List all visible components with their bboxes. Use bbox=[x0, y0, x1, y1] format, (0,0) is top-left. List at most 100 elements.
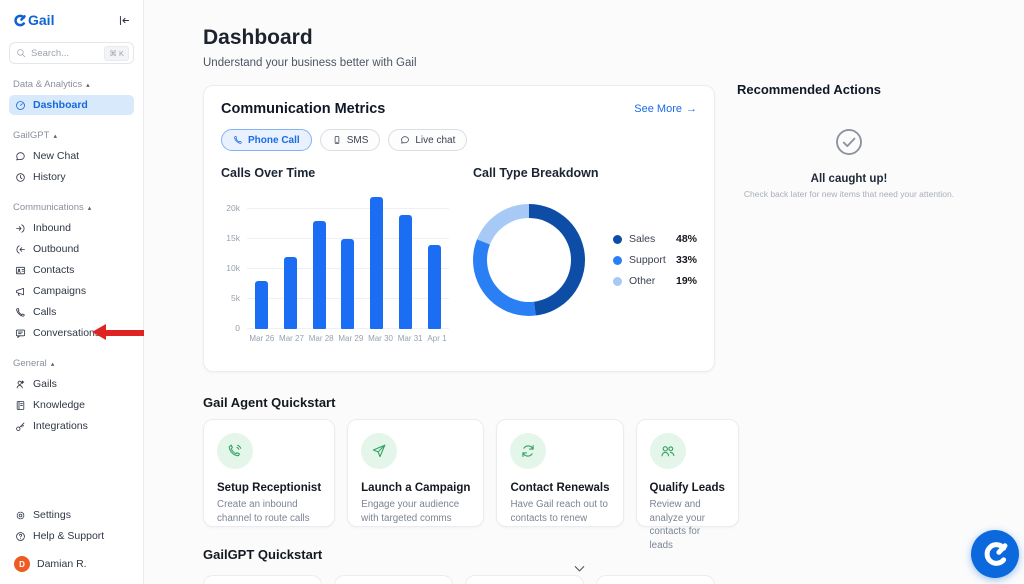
sidebar-item-outbound[interactable]: Outbound bbox=[9, 239, 134, 259]
quickstart-card-title: Contact Renewals bbox=[510, 482, 610, 494]
y-tick-label: 5k bbox=[231, 293, 240, 303]
bar-apr-1 bbox=[427, 245, 441, 329]
sidebar-item-knowledge[interactable]: Knowledge bbox=[9, 395, 134, 415]
search-placeholder: Search... bbox=[31, 47, 70, 59]
sidebar-item-campaigns[interactable]: Campaigns bbox=[9, 281, 134, 301]
sidebar-item-help-support[interactable]: Help & Support bbox=[9, 526, 134, 546]
agent-quickstart-title: Gail Agent Quickstart bbox=[203, 395, 336, 410]
sidebar-item-calls[interactable]: Calls bbox=[9, 302, 134, 322]
key-icon bbox=[15, 421, 26, 432]
channel-tabs: Phone Call SMS Live chat bbox=[221, 129, 697, 151]
see-more-link[interactable]: See More → bbox=[634, 103, 697, 115]
section-label-data-analytics[interactable]: Data & Analytics ▴ bbox=[13, 79, 90, 90]
quickstart-card-setup-receptionist[interactable]: Setup Receptionist Create an inbound chan… bbox=[203, 419, 336, 527]
metrics-card-title: Communication Metrics bbox=[221, 101, 386, 117]
section-label-gailgpt[interactable]: GailGPT ▴ bbox=[13, 130, 57, 141]
chat-circle-icon bbox=[400, 135, 410, 145]
tab-sms[interactable]: SMS bbox=[319, 129, 381, 151]
sidebar-item-gails[interactable]: Gails bbox=[9, 374, 134, 394]
sidebar-nav: Data & Analytics ▴ Dashboard GailGPT ▴ New Ch… bbox=[9, 64, 134, 436]
communication-metrics-card: Communication Metrics See More → Phone C… bbox=[203, 85, 715, 372]
logo-text: Gail bbox=[28, 12, 55, 28]
donut-chart-title: Call Type Breakdown bbox=[473, 166, 599, 180]
gpt-quickstart-card[interactable] bbox=[596, 575, 715, 584]
x-tick-label: Mar 31 bbox=[397, 334, 423, 343]
quickstart-card-description: Review and analyze your contacts for lea… bbox=[649, 499, 706, 552]
legend-dot-icon bbox=[613, 255, 622, 265]
x-tick-label: Mar 27 bbox=[279, 334, 304, 343]
gridline bbox=[247, 238, 449, 239]
gpt-quickstart-card[interactable] bbox=[203, 575, 322, 584]
search-input[interactable]: Search... ⌘ K bbox=[9, 42, 134, 64]
collapse-sidebar-icon[interactable] bbox=[118, 14, 131, 27]
check-circle-icon bbox=[834, 127, 864, 157]
section-label-general[interactable]: General ▴ bbox=[13, 358, 55, 369]
gpt-quickstart-title: GailGPT Quickstart bbox=[203, 547, 323, 562]
campaigns-icon bbox=[15, 286, 26, 297]
sidebar-item-new-chat[interactable]: New Chat bbox=[9, 146, 134, 166]
recommended-actions-title: Recommended Actions bbox=[737, 82, 881, 97]
user-account[interactable]: D Damian R. bbox=[9, 556, 134, 572]
y-tick-label: 10k bbox=[226, 263, 240, 273]
collapse-caret-icon: ▴ bbox=[50, 360, 55, 368]
section-label-communications[interactable]: Communications ▴ bbox=[13, 202, 92, 213]
legend-dot-icon bbox=[613, 276, 622, 286]
donut-legend: Sales 48% Support 33% Other 19% bbox=[613, 224, 697, 296]
collapse-caret-icon: ▴ bbox=[86, 81, 90, 89]
sidebar-item-dashboard[interactable]: Dashboard bbox=[9, 95, 134, 115]
quickstart-card-title: Setup Receptionist bbox=[217, 482, 322, 494]
x-tick-label: Mar 29 bbox=[338, 334, 364, 343]
tab-phone-call[interactable]: Phone Call bbox=[221, 129, 312, 151]
chevron-down-icon[interactable] bbox=[572, 561, 587, 576]
gpt-quickstart-card[interactable] bbox=[465, 575, 584, 584]
quickstart-card-title: Launch a Campaign bbox=[361, 482, 471, 494]
sidebar-item-integrations[interactable]: Integrations bbox=[9, 416, 134, 436]
bar-mar-28 bbox=[312, 221, 326, 329]
gail-chat-fab[interactable] bbox=[971, 530, 1019, 578]
page-title: Dashboard bbox=[203, 26, 313, 49]
quickstart-card-description: Engage your audience with targeted comms bbox=[361, 499, 460, 524]
bar-mar-30 bbox=[370, 197, 384, 329]
chat-icon bbox=[15, 151, 26, 162]
bar-mar-27 bbox=[283, 257, 297, 329]
sidebar-item-settings[interactable]: Settings bbox=[9, 505, 134, 525]
sidebar-footer: Settings Help & Support D Damian R. bbox=[9, 504, 134, 572]
quickstart-card-contact-renewals[interactable]: Contact Renewals Have Gail reach out to c… bbox=[496, 419, 624, 527]
gpt-quickstart-card[interactable] bbox=[334, 575, 453, 584]
main-content: Dashboard Understand your business bette… bbox=[144, 0, 1024, 584]
sidebar: Gail Search... ⌘ K Data & Analytics ▴ Dash… bbox=[0, 0, 144, 584]
gail-logo-mark-icon bbox=[984, 542, 1008, 566]
outbound-icon bbox=[15, 244, 26, 255]
legend-item-other: Other 19% bbox=[613, 275, 697, 287]
bar-mar-29 bbox=[341, 239, 355, 329]
book-icon bbox=[15, 400, 26, 411]
arrow-right-icon: → bbox=[686, 103, 697, 115]
gpt-quickstart-cards bbox=[203, 575, 715, 584]
inbound-icon bbox=[15, 223, 26, 234]
sidebar-item-contacts[interactable]: Contacts bbox=[9, 260, 134, 280]
collapse-caret-icon: ▴ bbox=[53, 132, 57, 140]
legend-item-sales: Sales 48% bbox=[613, 233, 697, 245]
sidebar-item-conversations[interactable]: Conversations bbox=[9, 323, 134, 343]
dashboard-icon bbox=[15, 100, 26, 111]
donut-chart bbox=[473, 204, 585, 316]
bar-chart-y-axis: 0 5k 10k 15k 20k bbox=[221, 197, 247, 333]
conversation-icon bbox=[15, 328, 26, 339]
gail-logo[interactable]: Gail bbox=[13, 12, 54, 28]
x-tick-label: Mar 30 bbox=[368, 334, 393, 343]
bar-chart-x-axis: Mar 26 Mar 27 Mar 28 Mar 29 Mar 30 Mar 31 Apr … bbox=[247, 329, 449, 345]
tab-live-chat[interactable]: Live chat bbox=[388, 129, 468, 151]
sidebar-item-inbound[interactable]: Inbound bbox=[9, 218, 134, 238]
send-icon bbox=[371, 443, 387, 459]
bar-mar-31 bbox=[399, 215, 413, 329]
search-icon bbox=[16, 48, 26, 58]
recommended-actions: Recommended Actions All caught up! Check… bbox=[737, 82, 961, 199]
users-icon bbox=[660, 443, 676, 459]
quickstart-card-qualify-leads[interactable]: Qualify Leads Review and analyze your con… bbox=[635, 419, 739, 551]
page-subtitle: Understand your business better with Gai… bbox=[203, 57, 417, 69]
quickstart-card-launch-a-campaign[interactable]: Launch a Campaign Engage your audience wi… bbox=[347, 419, 485, 527]
y-tick-label: 0 bbox=[235, 323, 240, 333]
sidebar-item-history[interactable]: History bbox=[9, 167, 134, 187]
y-tick-label: 15k bbox=[226, 233, 240, 243]
